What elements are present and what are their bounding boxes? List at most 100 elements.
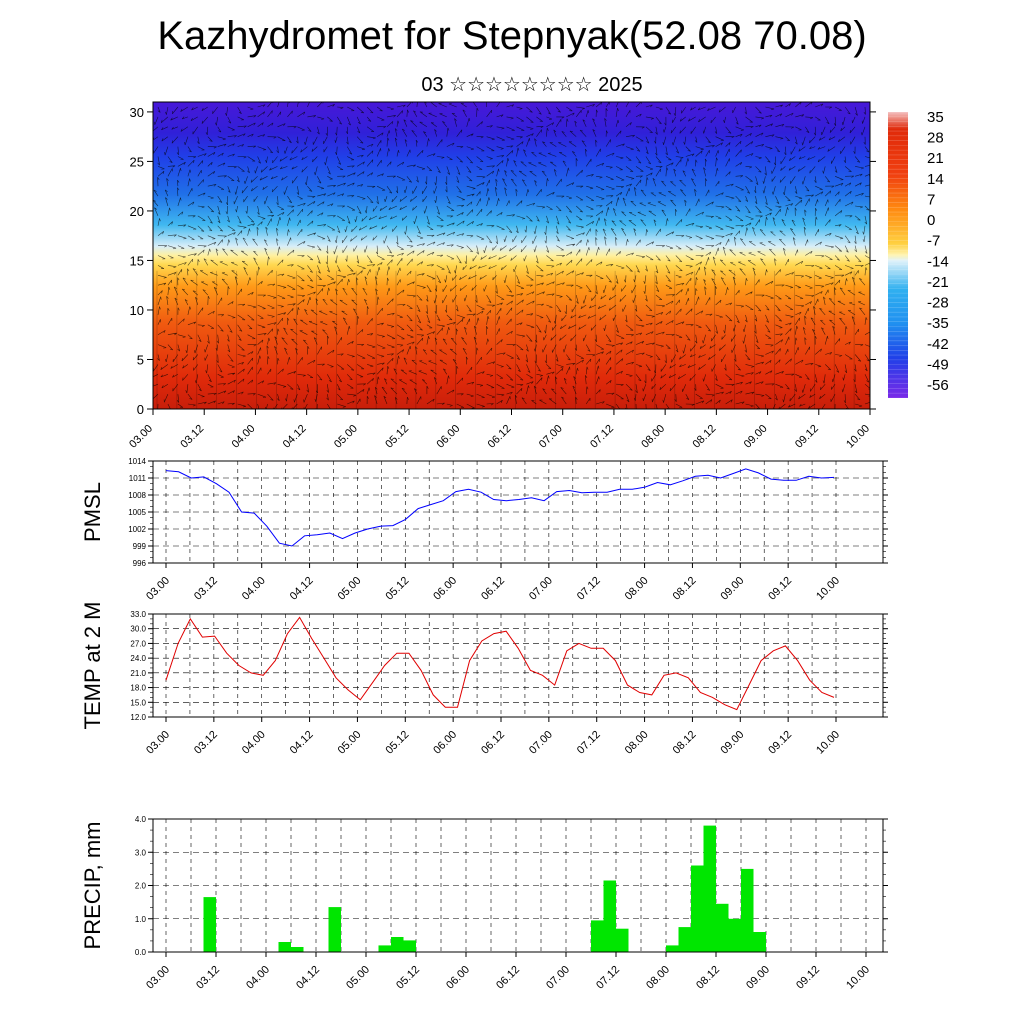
precip-bar <box>603 880 616 952</box>
cs-xtick-label: 04.00 <box>230 423 258 451</box>
wind-vectors <box>153 102 870 409</box>
xtick-label: 09.12 <box>766 729 794 757</box>
colorbar-label: -35 <box>927 315 949 332</box>
xtick-label: 05.00 <box>336 729 364 757</box>
precip-bar <box>278 942 291 952</box>
streamlines <box>156 270 855 409</box>
pmsl-ylabel: PMSL <box>80 482 105 542</box>
ytick-label: 4.0 <box>135 815 147 824</box>
ytick-label: 3.0 <box>135 848 147 857</box>
precip-bar <box>403 940 416 952</box>
cs-xtick-label: 04.12 <box>281 423 309 451</box>
xtick-label: 07.12 <box>594 964 622 992</box>
cs-ytick-label: 25 <box>130 154 144 169</box>
cs-xtick-label: 06.00 <box>434 423 462 451</box>
precip-bar <box>741 868 754 952</box>
cs-xtick-label: 08.12 <box>691 423 719 451</box>
ytick-label: 33.0 <box>130 610 146 619</box>
colorbar: 35 28 21 14 7 0 -7 -14 -21 -28 -35 -42 -49 -56 <box>888 109 949 399</box>
xtick-label: 03.00 <box>144 729 172 757</box>
xtick-label: 03.12 <box>192 729 220 757</box>
colorbar-label: 14 <box>927 171 944 188</box>
xtick-label: 08.12 <box>671 575 699 603</box>
ytick-label: 15.0 <box>130 698 146 707</box>
precip-bar <box>753 932 766 952</box>
xtick-label: 03.12 <box>194 964 222 992</box>
precip-bar <box>691 865 704 952</box>
xtick-label: 04.12 <box>288 729 316 757</box>
xtick-label: 04.00 <box>240 575 268 603</box>
colorbar-label: 0 <box>927 212 935 229</box>
colorbar-ramp <box>888 112 908 398</box>
ytick-label: 1011 <box>129 474 147 483</box>
precip-bar <box>328 907 341 952</box>
xtick-label: 05.12 <box>383 729 411 757</box>
temperature-field <box>153 102 870 409</box>
ytick-label: 1002 <box>128 525 146 534</box>
temp2m-line <box>165 616 835 711</box>
ytick-label: 2.0 <box>135 882 147 891</box>
precip-bar <box>678 927 691 952</box>
xtick-label: 05.12 <box>383 575 411 603</box>
cs-xtick-label: 03.12 <box>178 423 206 451</box>
precip-bar <box>716 903 729 952</box>
temp2m-ylabel: TEMP at 2 M <box>80 602 105 730</box>
ytick-label: 1.0 <box>135 915 147 924</box>
xtick-label: 06.12 <box>479 729 507 757</box>
ytick-label: 27.0 <box>130 639 146 648</box>
xtick-label: 08.00 <box>644 964 672 992</box>
pmsl-line <box>165 468 835 547</box>
xtick-label: 04.00 <box>240 729 268 757</box>
precip-bar <box>703 825 716 952</box>
xtick-label: 08.00 <box>623 575 651 603</box>
xtick-label: 09.12 <box>794 964 822 992</box>
cs-xtick-label: 05.12 <box>383 423 411 451</box>
xtick-label: 08.00 <box>623 729 651 757</box>
colorbar-label: 21 <box>927 150 944 167</box>
xtick-label: 06.12 <box>479 575 507 603</box>
xtick-label: 09.00 <box>718 729 746 757</box>
xtick-label: 07.00 <box>544 964 572 992</box>
precip-bar <box>666 945 679 952</box>
xtick-label: 03.00 <box>144 575 172 603</box>
xtick-label: 10.00 <box>844 964 872 992</box>
ytick-label: 12.0 <box>130 713 146 722</box>
ytick-label: 1014 <box>128 457 146 466</box>
colorbar-label: -7 <box>927 233 940 250</box>
xtick-label: 05.00 <box>336 575 364 603</box>
pmsl-frame <box>152 460 884 564</box>
precip-bar <box>378 945 391 952</box>
xtick-label: 06.00 <box>431 575 459 603</box>
colorbar-label: 35 <box>927 109 944 126</box>
wind-vector-field <box>153 102 870 409</box>
ytick-label: 1005 <box>128 508 146 517</box>
ytick-label: 999 <box>133 542 147 551</box>
chart-subtitle: 03 ☆☆☆☆☆☆☆☆ 2025 <box>421 74 643 96</box>
precip-bar <box>728 918 741 953</box>
colorbar-label: -42 <box>927 336 949 353</box>
cs-ytick-label: 30 <box>130 105 144 120</box>
colorbar-label: 28 <box>927 130 944 147</box>
xtick-label: 10.00 <box>814 575 842 603</box>
xtick-label: 09.00 <box>744 964 772 992</box>
colorbar-label: -28 <box>927 295 949 312</box>
pmsl-panel: 996 999 1002 1005 1008 1011 1014 03.00 03.12 04.0… <box>80 457 888 603</box>
ytick-label: 18.0 <box>130 684 146 693</box>
colorbar-label: -56 <box>927 377 949 394</box>
ytick-label: 30.0 <box>130 625 146 634</box>
precip-bar <box>591 920 604 952</box>
precip-frame <box>152 818 884 953</box>
ytick-label: 21.0 <box>130 669 146 678</box>
xtick-label: 07.00 <box>527 729 555 757</box>
ytick-label: 0.0 <box>135 948 147 957</box>
precip-panel: 0.0 1.0 2.0 3.0 4.0 03.00 03.12 04.00 04.12 05.00… <box>80 815 888 992</box>
cs-xtick-label: 09.12 <box>793 423 821 451</box>
cs-xtick-label: 06.12 <box>486 423 514 451</box>
xtick-label: 06.00 <box>431 729 459 757</box>
colorbar-label: 7 <box>927 191 935 208</box>
temp2m-frame <box>152 613 884 718</box>
colorbar-label: -14 <box>927 253 949 270</box>
cross-section-panel: 0 5 10 15 20 25 30 03.00 03.12 04.00 04.12 05.00 05… <box>127 101 876 451</box>
xtick-label: 09.00 <box>718 575 746 603</box>
xtick-label: 08.12 <box>694 964 722 992</box>
